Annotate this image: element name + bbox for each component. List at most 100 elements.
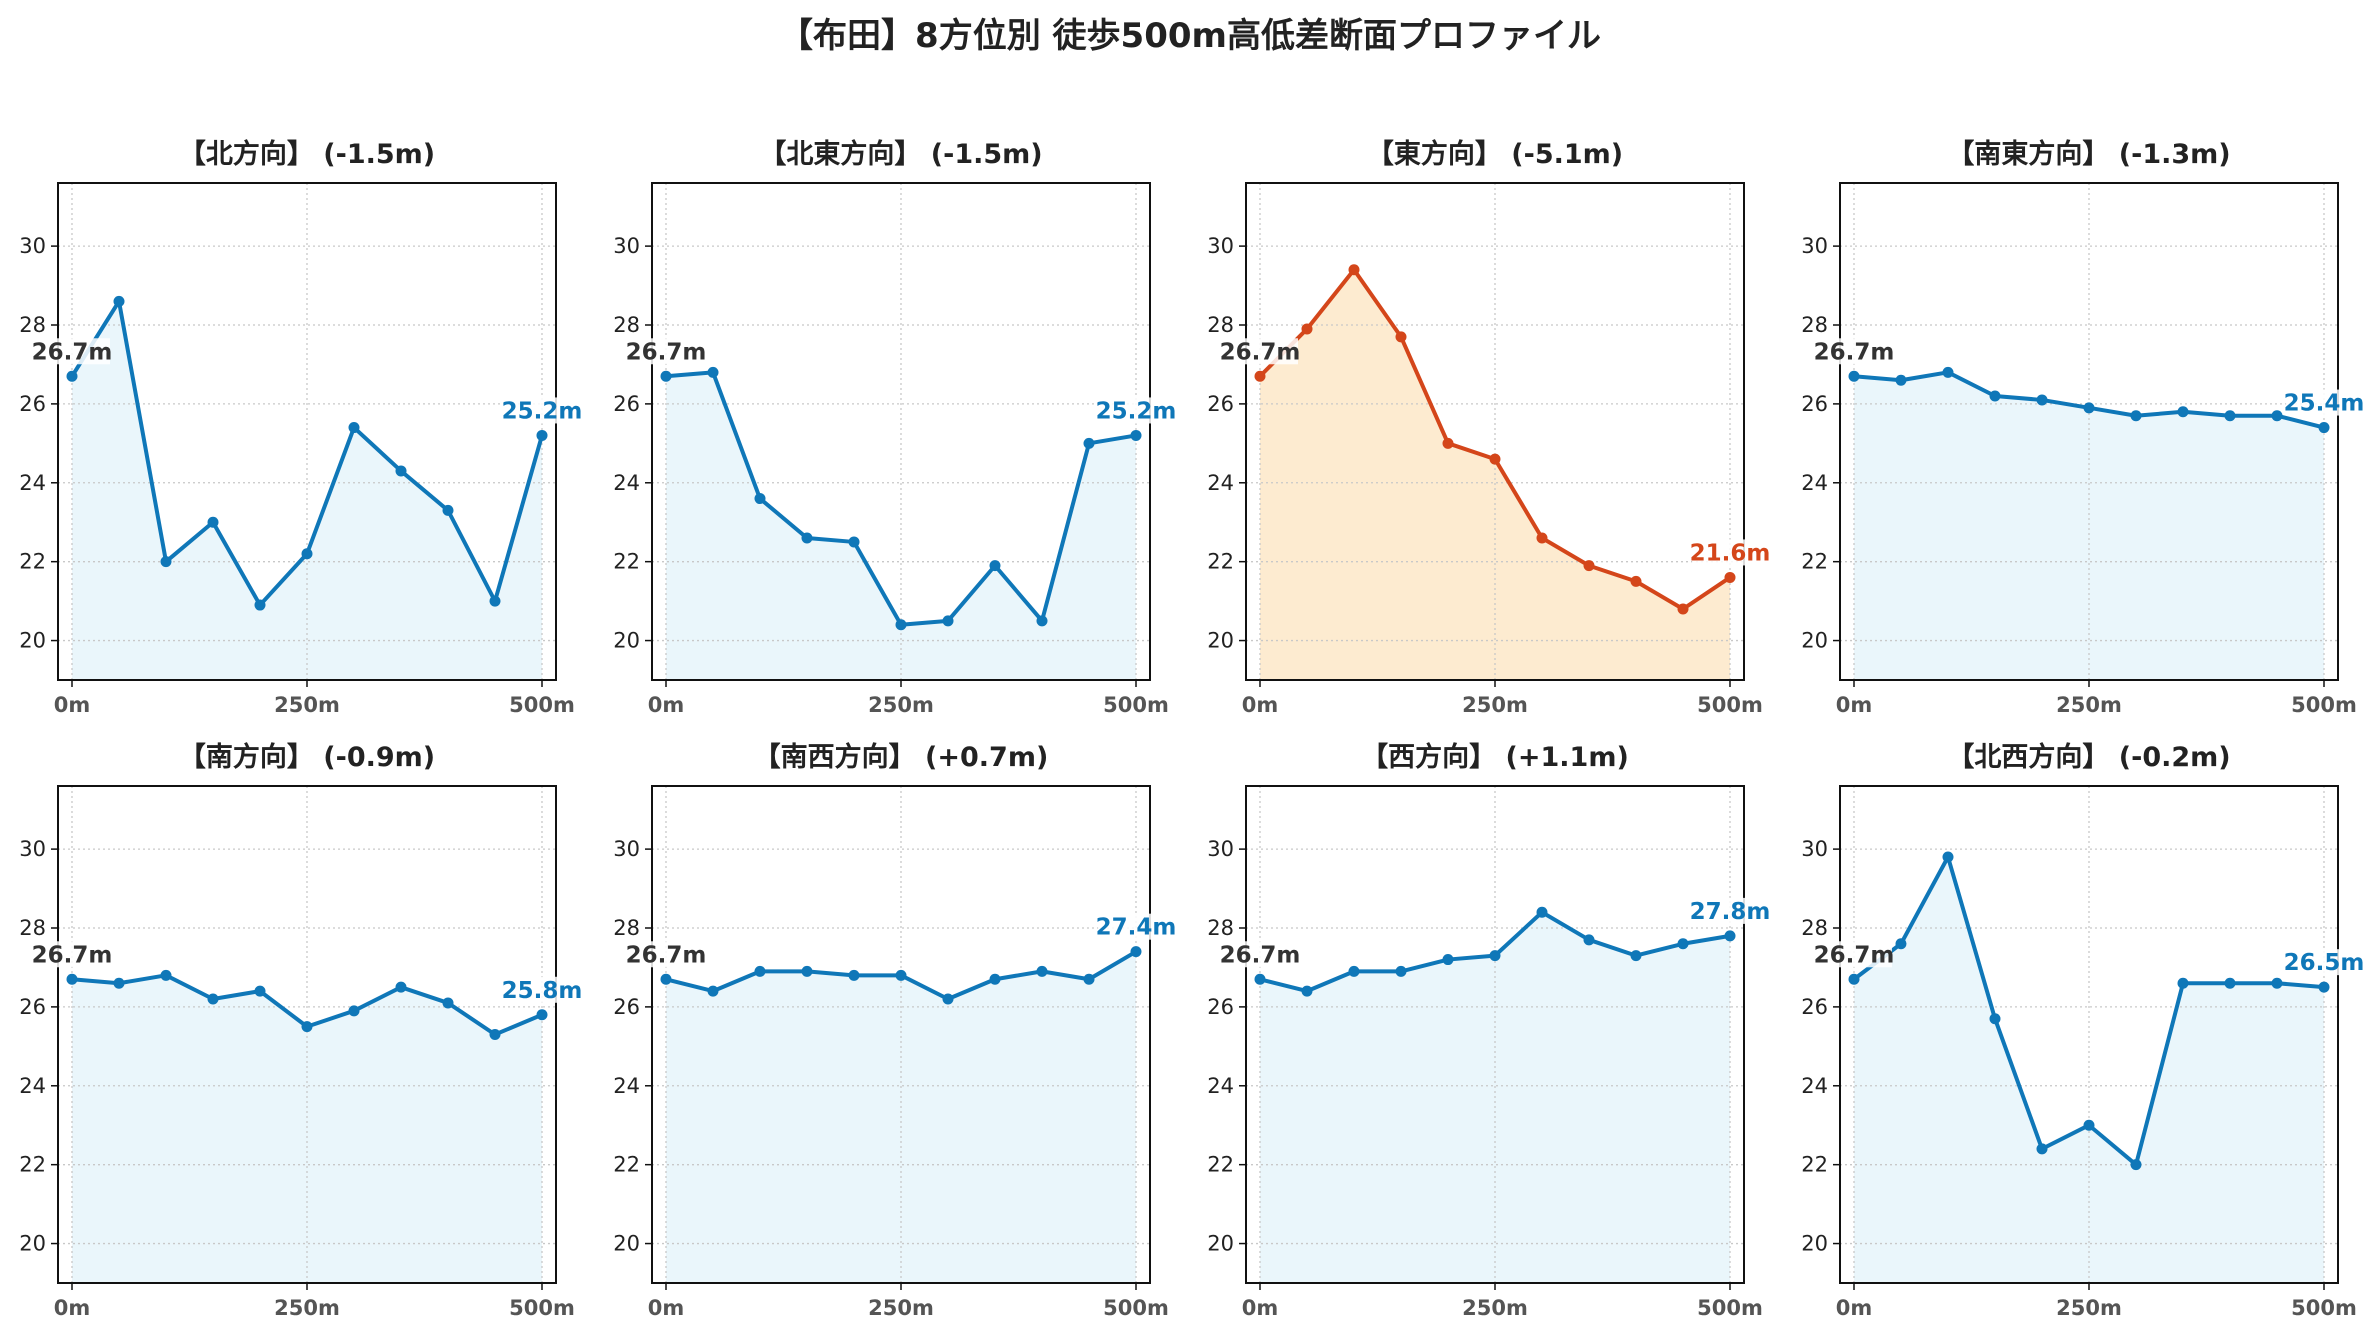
data-point	[66, 973, 78, 985]
chart-title: 【南東方向】 (-1.3m)	[1947, 138, 2230, 170]
y-tick-label: 20	[19, 629, 46, 653]
data-point	[1301, 985, 1313, 997]
data-point	[2224, 977, 2236, 989]
start-label: 26.7m	[1220, 942, 1301, 968]
end-label-bg	[2286, 949, 2362, 976]
data-point	[254, 599, 266, 611]
chart-title: 【東方向】 (-5.1m)	[1367, 138, 1623, 170]
data-point	[989, 560, 1001, 572]
end-label-bg	[504, 976, 580, 1003]
start-label: 26.7m	[1220, 339, 1301, 365]
data-point	[160, 556, 172, 568]
start-label: 26.7m	[1814, 339, 1895, 365]
chart-panel-5: 【南西方向】 (+0.7m) 20 22 24 26 28 30 0m 250m 500m 26.7…	[613, 741, 1176, 1320]
data-point	[2083, 402, 2095, 414]
x-tick-label: 500m	[1697, 1296, 1763, 1320]
start-label: 26.7m	[1814, 942, 1895, 968]
x-tick-label: 0m	[648, 693, 685, 717]
end-label: 26.5m	[2284, 950, 2365, 976]
x-tick-label: 500m	[2291, 1296, 2357, 1320]
data-point	[442, 504, 454, 516]
data-point	[2036, 1143, 2048, 1155]
y-tick-label: 30	[613, 234, 640, 258]
start-label-bg	[1222, 941, 1298, 968]
data-point	[2271, 410, 2283, 422]
data-point	[2036, 394, 2048, 406]
start-label: 26.7m	[32, 942, 113, 968]
y-tick-label: 20	[1207, 629, 1234, 653]
y-tick-label: 26	[1801, 392, 1828, 416]
chart-title: 【北東方向】 (-1.5m)	[759, 138, 1042, 170]
x-tick-label: 250m	[868, 693, 934, 717]
data-point	[895, 619, 907, 631]
data-point	[1395, 965, 1407, 977]
data-point	[1895, 938, 1907, 950]
x-tick-label: 500m	[1103, 1296, 1169, 1320]
y-tick-label: 24	[613, 1074, 640, 1098]
start-label-bg	[628, 941, 704, 968]
y-tick-label: 30	[1801, 234, 1828, 258]
end-label: 27.4m	[1096, 915, 1177, 941]
start-label-bg	[1816, 941, 1892, 968]
data-point	[1254, 370, 1266, 382]
area-fill	[666, 372, 1136, 680]
data-point	[1630, 950, 1642, 962]
y-tick-label: 24	[19, 1074, 46, 1098]
end-label-bg	[1692, 539, 1768, 566]
data-point	[395, 981, 407, 993]
y-tick-label: 22	[19, 550, 46, 574]
data-point	[1301, 323, 1313, 335]
y-tick-label: 20	[613, 1232, 640, 1256]
y-tick-label: 28	[613, 916, 640, 940]
y-tick-label: 24	[1207, 471, 1234, 495]
y-tick-label: 24	[613, 471, 640, 495]
chart-title: 【北西方向】 (-0.2m)	[1947, 741, 2230, 773]
x-tick-label: 250m	[274, 1296, 340, 1320]
data-point	[942, 615, 954, 627]
y-tick-label: 30	[1207, 837, 1234, 861]
chart-panel-3: 【南東方向】 (-1.3m) 20 22 24 26 28 30 0m 250m 500m 26.7…	[1801, 138, 2364, 717]
data-point	[801, 965, 813, 977]
data-point	[1254, 973, 1266, 985]
data-point	[801, 532, 813, 544]
data-point	[1942, 366, 1954, 378]
y-tick-label: 26	[1207, 392, 1234, 416]
y-tick-label: 20	[1801, 629, 1828, 653]
data-point	[1583, 560, 1595, 572]
area-fill	[72, 975, 542, 1283]
data-point	[1036, 965, 1048, 977]
data-point	[536, 1009, 548, 1021]
y-tick-label: 26	[613, 995, 640, 1019]
data-point	[848, 536, 860, 548]
data-point	[1130, 946, 1142, 958]
data-point	[1083, 973, 1095, 985]
y-tick-label: 20	[1801, 1232, 1828, 1256]
data-point	[2177, 977, 2189, 989]
data-point	[1489, 950, 1501, 962]
data-point	[1536, 906, 1548, 918]
data-point	[1989, 390, 2001, 402]
x-tick-label: 500m	[509, 693, 575, 717]
y-tick-label: 28	[19, 313, 46, 337]
data-point	[1724, 930, 1736, 942]
y-tick-label: 22	[613, 1153, 640, 1177]
x-tick-label: 250m	[1462, 1296, 1528, 1320]
data-point	[2271, 977, 2283, 989]
y-tick-label: 22	[19, 1153, 46, 1177]
x-tick-label: 0m	[1836, 693, 1873, 717]
start-label-bg	[34, 338, 110, 365]
page-title: 【布田】8方位別 徒歩500m高低差断面プロファイル	[779, 16, 1601, 56]
y-tick-label: 26	[19, 995, 46, 1019]
data-point	[2224, 410, 2236, 422]
y-tick-label: 26	[613, 392, 640, 416]
data-point	[1677, 938, 1689, 950]
y-tick-label: 30	[613, 837, 640, 861]
start-label-bg	[34, 941, 110, 968]
x-tick-label: 0m	[54, 693, 91, 717]
y-tick-label: 28	[613, 313, 640, 337]
x-tick-label: 250m	[2056, 693, 2122, 717]
chart-title: 【南方向】 (-0.9m)	[179, 741, 435, 773]
chart-panel-4: 【南方向】 (-0.9m) 20 22 24 26 28 30 0m 250m 500m 26.7m…	[19, 741, 582, 1320]
end-label-bg	[1098, 397, 1174, 424]
x-tick-label: 0m	[1836, 1296, 1873, 1320]
